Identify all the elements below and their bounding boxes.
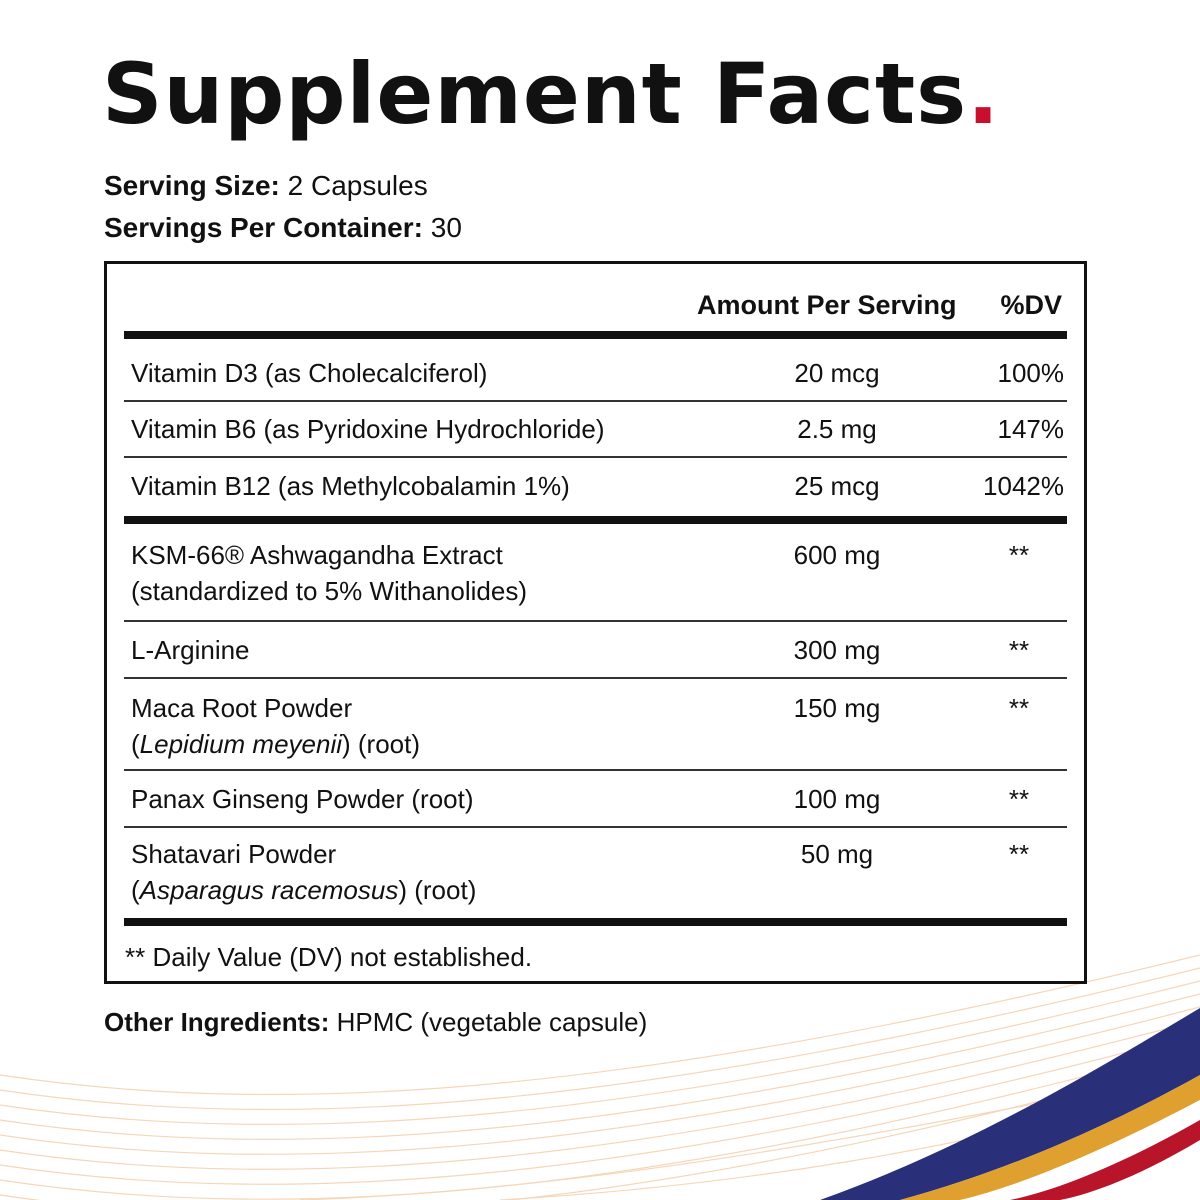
ingredient-amount: 25 mcg [794,471,880,501]
dv-footnote: ** Daily Value (DV) not established. [125,942,533,972]
ingredient-dv: 147% [997,414,1065,444]
subtext-close: ) (root) [398,875,477,905]
serving-size-label: Serving Size: [104,170,280,201]
ingredient-dv: 1042% [983,471,1064,501]
subtext-open: ( [131,729,140,759]
servings-per-container: Servings Per Container: 30 [104,214,462,242]
header-rule [124,331,1067,339]
ingredient-dv: ** [1008,784,1030,814]
botanical-name: Asparagus racemosus [139,875,399,905]
ingredient-name: Maca Root Powder (Lepidium meyenii) (root… [131,690,420,762]
footer-rule [124,918,1067,926]
serving-size: Serving Size: 2 Capsules [104,172,428,200]
title-accent-dot: . [967,45,1001,143]
ingredient-subtext: (Lepidium meyenii) (root) [131,726,420,762]
subtext-close: ) (root) [342,729,420,759]
row-divider [124,620,1067,622]
ingredient-dv: ** [1008,635,1030,665]
ingredient-name: L-Arginine [131,635,250,665]
column-header-dv: %DV [1000,290,1062,320]
other-ingredients-label: Other Ingredients: [104,1007,330,1037]
ingredient-name: Shatavari Powder (Asparagus racemosus) (r… [131,836,476,908]
serving-size-value: 2 Capsules [279,170,428,201]
ingredient-name: Panax Ginseng Powder (root) [131,784,474,814]
row-divider [124,400,1067,402]
row-divider [124,677,1067,679]
section-rule [124,516,1067,524]
ingredient-amount: 150 mg [793,693,881,723]
ingredient-amount: 300 mg [793,635,881,665]
ingredient-name-line: KSM-66® Ashwagandha Extract [131,540,503,570]
ingredient-subtext: (Asparagus racemosus) (root) [131,872,476,908]
ingredient-amount: 600 mg [793,540,881,570]
ingredient-name-line: Maca Root Powder [131,693,353,723]
other-ingredients-value: HPMC (vegetable capsule) [329,1007,648,1037]
ingredient-dv: ** [1008,839,1030,869]
ingredient-subtext: (standardized to 5% Withanolides) [131,576,527,606]
ingredient-dv: 100% [997,358,1065,388]
ingredient-name: Vitamin B12 (as Methylcobalamin 1%) [131,471,570,501]
row-divider [124,826,1067,828]
row-divider [124,769,1067,771]
botanical-name: Lepidium meyenii [139,729,342,759]
ingredient-amount: 50 mg [800,839,874,869]
servings-per-container-value: 30 [422,212,462,243]
row-divider [124,456,1067,458]
ingredient-name-line: Shatavari Powder [131,839,337,869]
ingredient-amount: 2.5 mg [797,414,877,444]
column-header-amount: Amount Per Serving [697,290,957,320]
ingredient-name: KSM-66® Ashwagandha Extract (standardized… [131,537,527,609]
other-ingredients: Other Ingredients: HPMC (vegetable capsu… [104,1009,647,1035]
title-text: Supplement Facts [102,45,968,143]
subtext-open: ( [131,875,140,905]
ingredient-dv: ** [1008,693,1030,723]
ingredient-amount: 20 mcg [794,358,880,388]
ingredient-name: Vitamin D3 (as Cholecalciferol) [131,358,488,388]
ingredient-amount: 100 mg [793,784,881,814]
ingredient-name: Vitamin B6 (as Pyridoxine Hydrochloride) [131,414,605,444]
servings-per-container-label: Servings Per Container: [104,212,423,243]
ingredient-dv: ** [1008,540,1030,570]
page-title: Supplement Facts. [102,52,1000,136]
supplement-facts-table: Amount Per Serving %DV Vitamin D3 (as Ch… [104,261,1087,984]
